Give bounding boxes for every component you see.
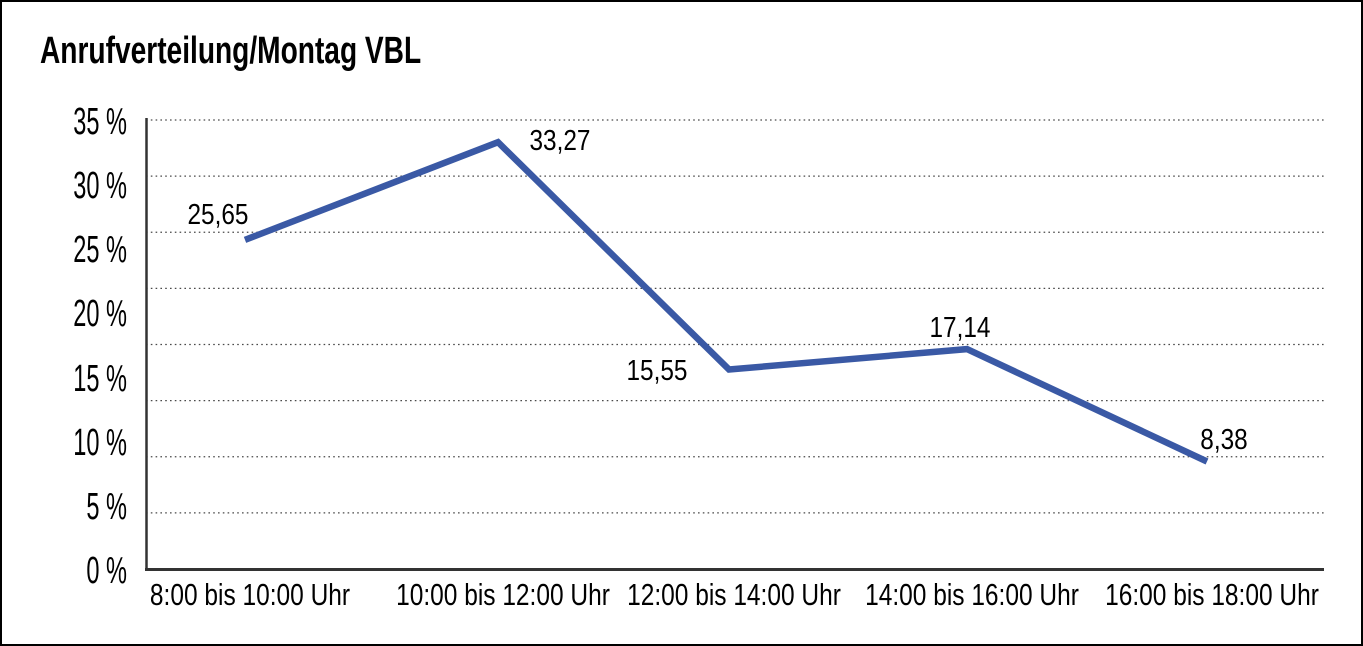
x-category-label: 12:00 bis 14:00 Uhr [627, 577, 841, 612]
y-tick-label: 5 % [86, 485, 127, 528]
data-point-label: 17,14 [929, 312, 991, 344]
y-tick-label: 30 % [73, 165, 127, 208]
data-point-label: 15,55 [626, 355, 688, 387]
y-tick-label: 25 % [73, 229, 127, 272]
y-tick-label: 10 % [73, 421, 127, 464]
data-point-label: 33,27 [529, 125, 591, 157]
y-tick-label: 15 % [73, 357, 127, 400]
x-category-label: 16:00 bis 18:00 Uhr [1105, 577, 1319, 612]
chart-title: Anrufverteilung/Montag VBL [40, 30, 422, 72]
x-category-label: 14:00 bis 16:00 Uhr [865, 577, 1079, 612]
x-category-label: 10:00 bis 12:00 Uhr [396, 577, 610, 612]
x-category-label: 8:00 bis 10:00 Uhr [149, 577, 351, 612]
y-tick-label: 35 % [73, 101, 127, 143]
series-line [243, 138, 1209, 465]
data-point-label: 8,38 [1200, 424, 1248, 456]
data-point-label: 25,65 [187, 199, 249, 231]
y-tick-label: 0 % [86, 549, 127, 592]
y-tick-label: 20 % [73, 293, 127, 336]
